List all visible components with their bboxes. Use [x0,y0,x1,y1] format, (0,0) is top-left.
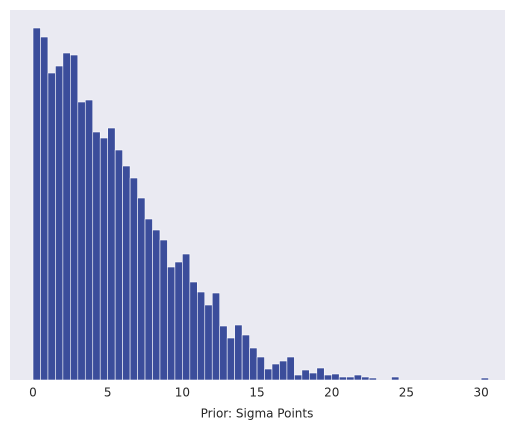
x-tick-label: 30 [473,386,488,400]
bar [77,101,86,381]
bar [279,360,288,381]
bar [323,374,333,381]
bar [256,356,265,381]
x-tick-label: 5 [104,386,112,400]
bar [301,369,310,381]
bar [62,52,71,381]
bar [70,54,79,381]
bar [346,376,355,381]
bar [226,337,235,381]
bar [368,377,377,381]
bar [286,356,295,381]
bar [47,72,56,381]
bar [249,347,258,381]
x-axis-label: Prior: Sigma Points [201,407,314,421]
bar [204,304,213,381]
bar [264,368,273,381]
bar [211,292,221,381]
bar [361,376,370,381]
bar [241,334,250,381]
bar [92,131,101,381]
bar [219,325,228,381]
bar [137,197,146,381]
x-tick-label: 15 [249,386,264,400]
bar [129,177,138,381]
bar [480,377,489,381]
x-tick-label: 10 [175,386,190,400]
bar [107,127,116,381]
bar [84,99,94,381]
bar [189,281,198,381]
bar [234,324,243,381]
bar [40,36,49,381]
x-tick-label: 0 [29,386,37,400]
bar [32,27,41,381]
bar [316,367,325,381]
bar [391,376,400,381]
bar [159,239,168,381]
bar [271,363,280,381]
bar [174,261,183,381]
bar [182,253,191,381]
x-tick-label: 25 [399,386,414,400]
bar [197,291,206,381]
bar [309,372,318,381]
x-tick-label: 20 [324,386,339,400]
bar [99,137,108,381]
bar [144,218,153,381]
bar [55,65,64,381]
bar [338,376,347,381]
bar [353,374,362,381]
bar [294,374,303,381]
bar [331,373,340,381]
bar [167,266,176,381]
bar [152,229,161,381]
bar [114,149,123,381]
bar [122,165,131,381]
